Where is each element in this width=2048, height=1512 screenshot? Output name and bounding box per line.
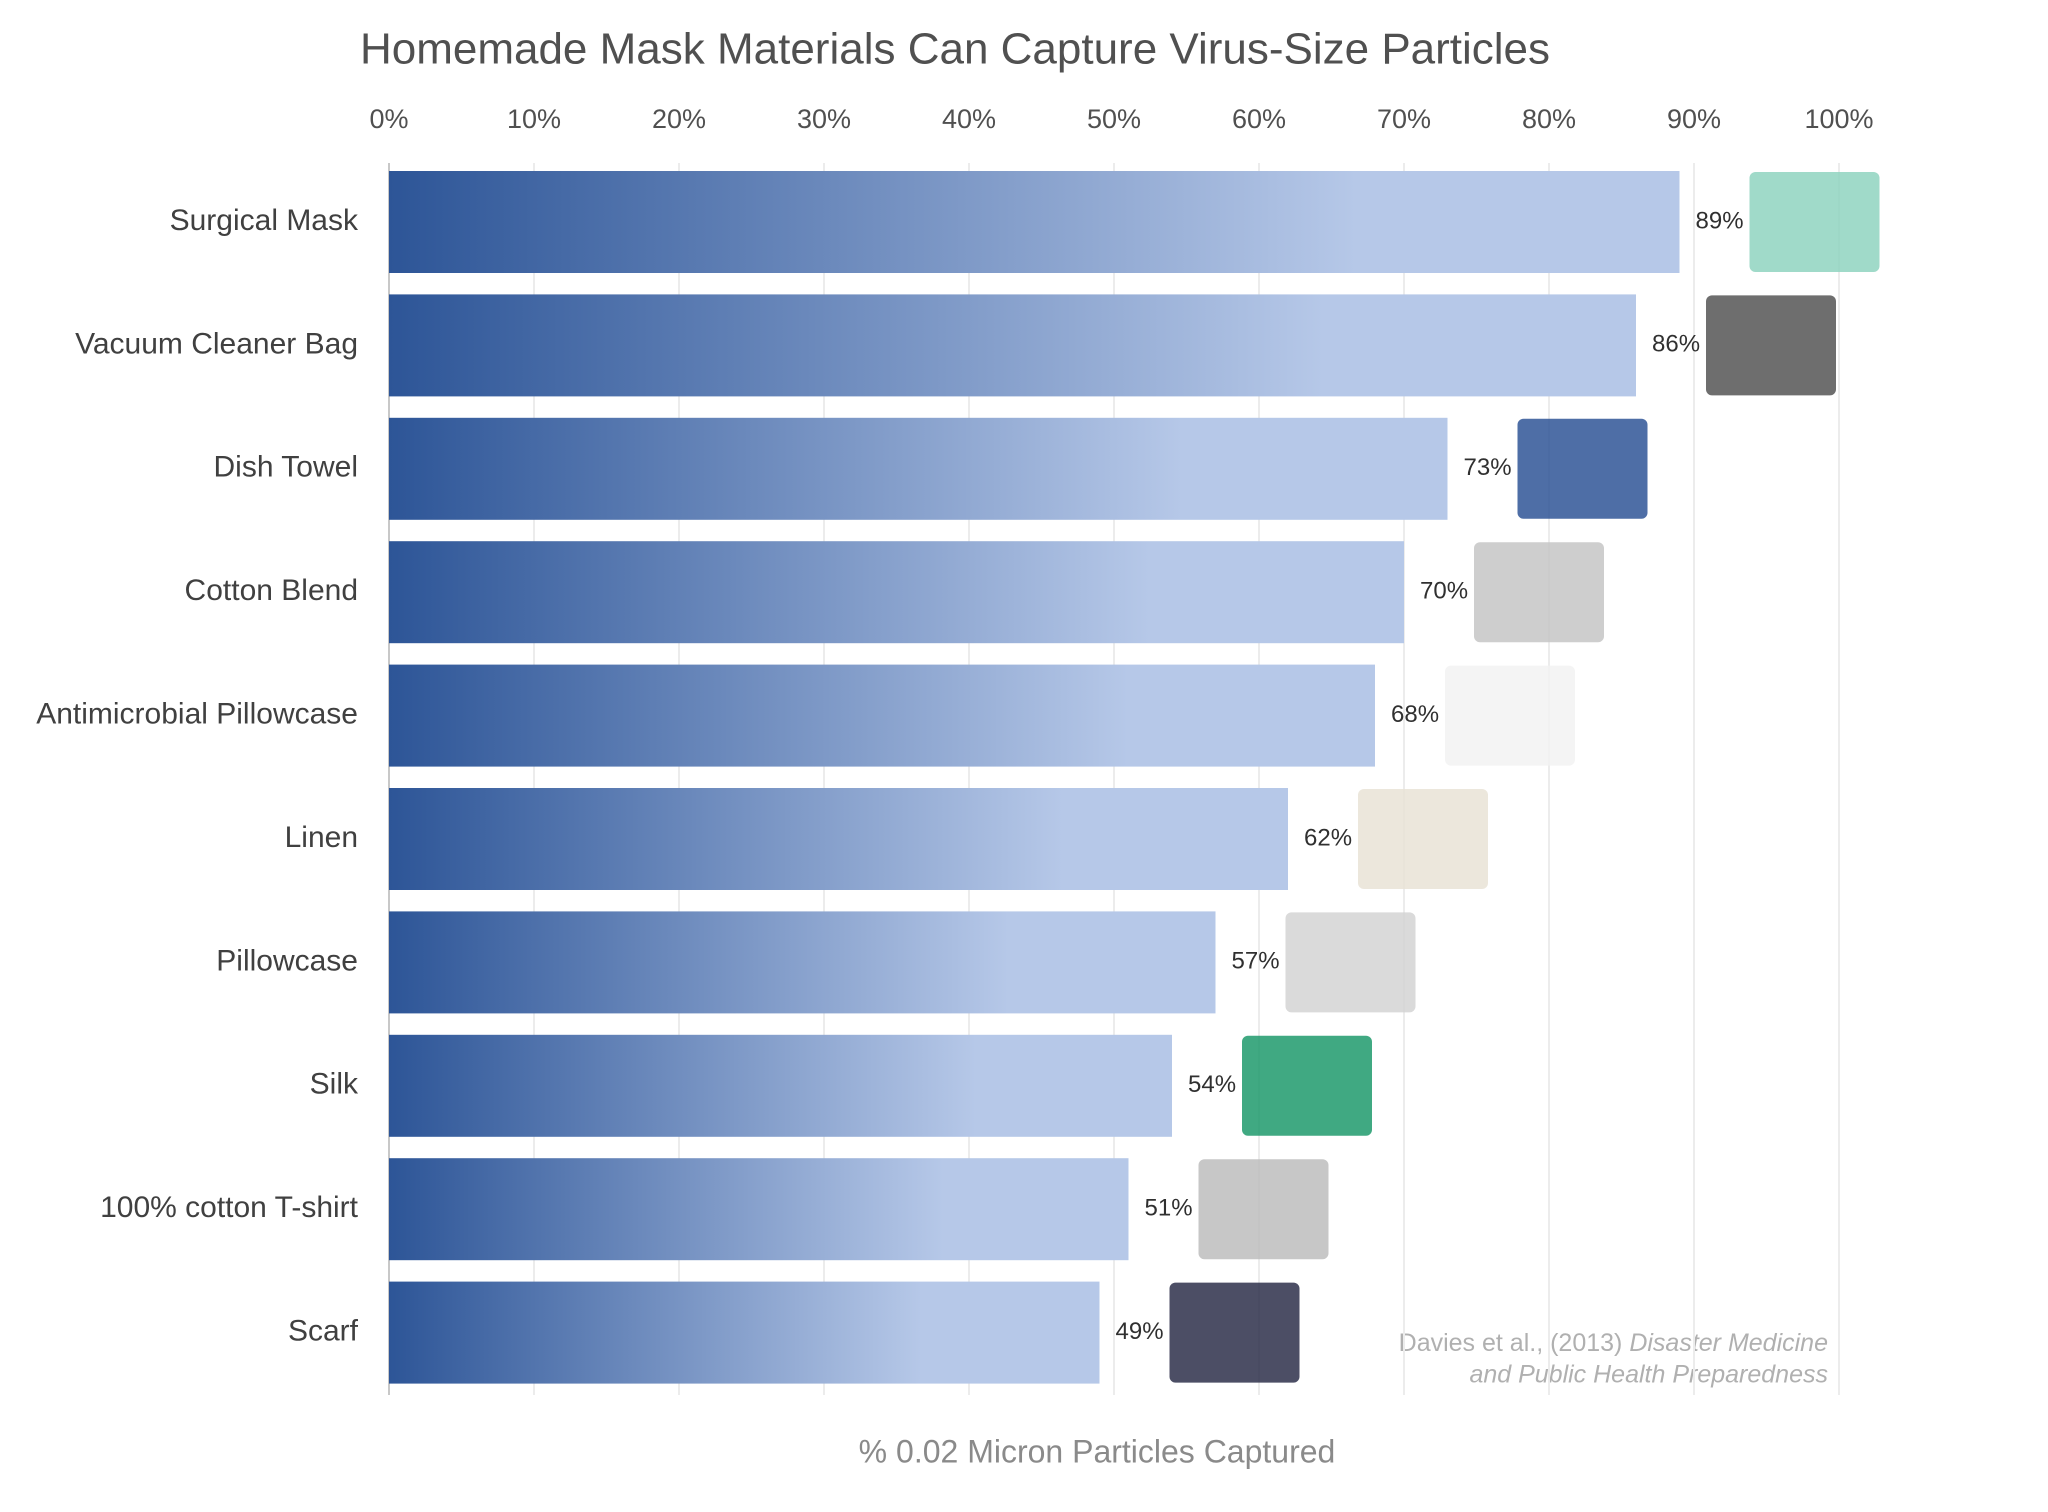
y-tick-label: Silk (310, 1068, 359, 1101)
x-tick-label: 40% (942, 104, 996, 134)
bar (389, 417, 1448, 520)
x-tick-label: 100% (1804, 104, 1873, 134)
chart-title: Homemade Mask Materials Can Capture Viru… (360, 25, 1550, 74)
value-label: 68% (1391, 701, 1439, 728)
value-label: 51% (1145, 1195, 1193, 1222)
x-tick-label: 0% (369, 104, 408, 134)
bar (389, 1281, 1100, 1384)
source-author: Davies et al., (2013) (1399, 1329, 1623, 1357)
y-tick-label: Surgical Mask (170, 204, 359, 237)
bar (389, 1034, 1172, 1137)
value-label: 62% (1304, 824, 1352, 851)
material-icon (1242, 1035, 1372, 1136)
y-tick-label: 100% cotton T-shirt (100, 1191, 359, 1224)
bar (389, 541, 1404, 644)
bar (389, 788, 1288, 890)
material-icon (1169, 1282, 1300, 1383)
y-tick-label: Dish Towel (213, 451, 358, 484)
source-journal: Disaster Medicine (1629, 1329, 1828, 1357)
material-icon (1749, 172, 1880, 272)
y-tick-label: Vacuum Cleaner Bag (75, 327, 358, 360)
value-label: 89% (1696, 207, 1744, 234)
source-journal: and Public Health Preparedness (1469, 1361, 1828, 1389)
x-tick-label: 70% (1377, 104, 1431, 134)
bar (389, 911, 1216, 1014)
bar (389, 294, 1636, 397)
value-label: 54% (1188, 1071, 1236, 1098)
value-label: 70% (1420, 578, 1468, 605)
x-tick-label: 80% (1522, 104, 1576, 134)
material-icon (1358, 789, 1488, 889)
material-icon (1198, 1159, 1329, 1260)
x-tick-label: 20% (652, 104, 706, 134)
material-icon (1706, 295, 1836, 396)
source-note: Davies et al., (2013) Disaster Medicine (1399, 1329, 1828, 1357)
material-icon (1474, 542, 1604, 643)
material-icon (1517, 418, 1648, 519)
value-label: 49% (1116, 1318, 1164, 1345)
x-tick-label: 10% (507, 104, 561, 134)
value-label: 73% (1464, 454, 1512, 481)
x-axis-title: % 0.02 Micron Particles Captured (859, 1433, 1336, 1469)
bar (389, 1158, 1129, 1261)
material-icon (1445, 665, 1575, 766)
y-tick-label: Pillowcase (216, 944, 358, 977)
y-tick-label: Linen (285, 821, 358, 854)
x-tick-label: 90% (1667, 104, 1721, 134)
x-tick-label: 50% (1087, 104, 1141, 134)
bar (389, 664, 1375, 767)
x-tick-label: 30% (797, 104, 851, 134)
material-icon (1285, 912, 1416, 1013)
bar (389, 171, 1680, 273)
y-tick-label: Antimicrobial Pillowcase (36, 698, 358, 731)
y-tick-label: Cotton Blend (185, 574, 358, 607)
x-tick-label: 60% (1232, 104, 1286, 134)
y-tick-label: Scarf (288, 1315, 359, 1348)
value-label: 57% (1232, 948, 1280, 975)
value-label: 86% (1652, 331, 1700, 358)
